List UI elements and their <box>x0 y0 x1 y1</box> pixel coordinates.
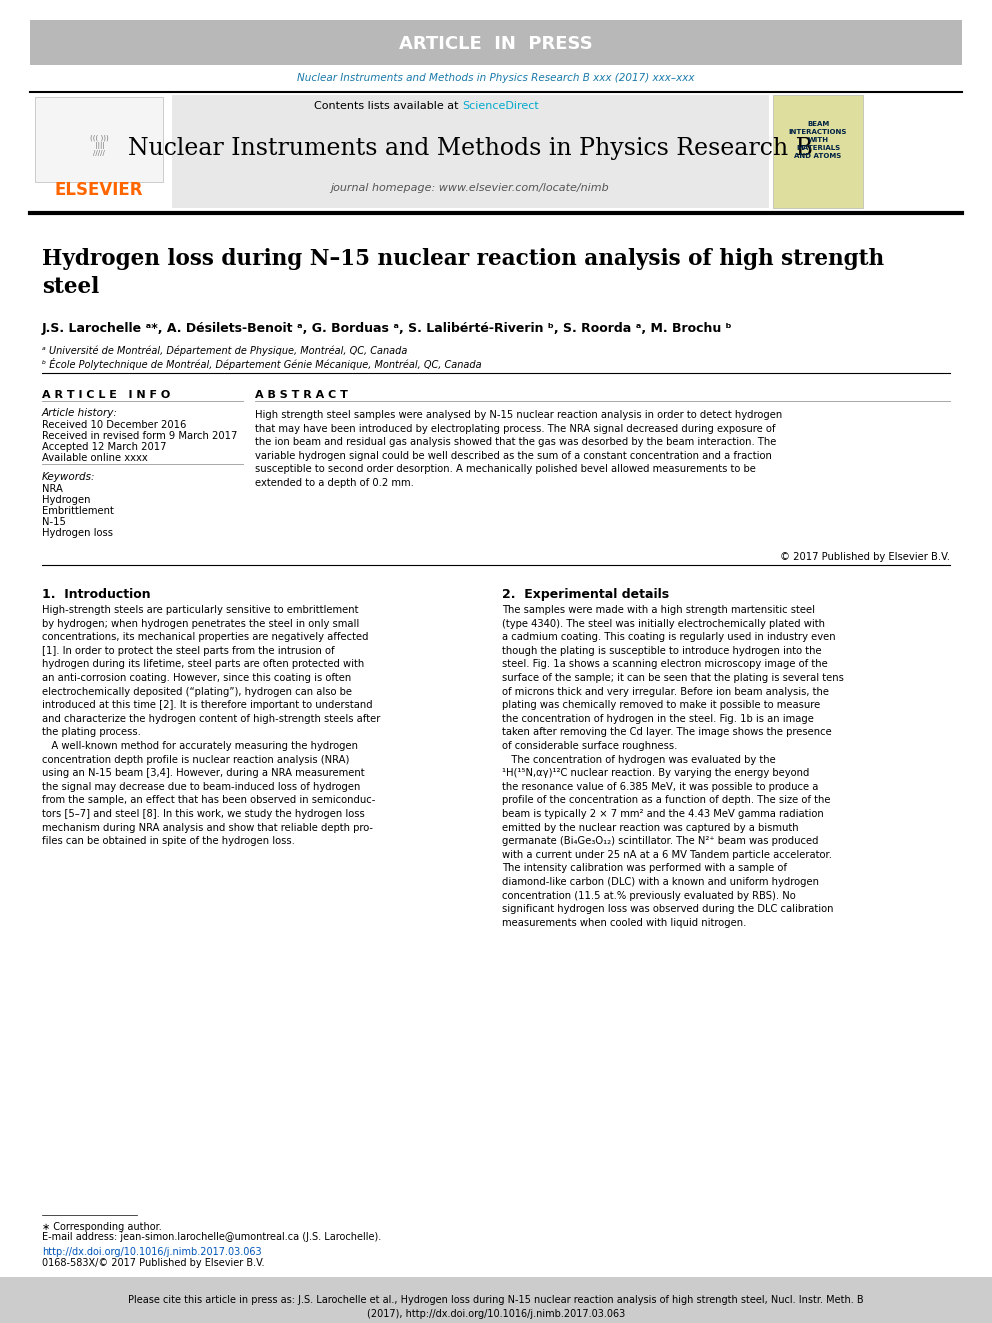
Text: 1.  Introduction: 1. Introduction <box>42 587 151 601</box>
Text: Nuclear Instruments and Methods in Physics Research B: Nuclear Instruments and Methods in Physi… <box>128 136 812 160</box>
Text: © 2017 Published by Elsevier B.V.: © 2017 Published by Elsevier B.V. <box>780 552 950 562</box>
Text: A R T I C L E   I N F O: A R T I C L E I N F O <box>42 390 171 400</box>
Text: ((( )))
 ||||
/////: ((( ))) |||| ///// <box>89 134 108 156</box>
FancyBboxPatch shape <box>35 97 163 183</box>
Text: Accepted 12 March 2017: Accepted 12 March 2017 <box>42 442 167 452</box>
Text: High strength steel samples were analysed by N-15 nuclear reaction analysis in o: High strength steel samples were analyse… <box>255 410 783 488</box>
Text: ARTICLE  IN  PRESS: ARTICLE IN PRESS <box>399 34 593 53</box>
Text: ᵃ Université de Montréal, Département de Physique, Montréal, QC, Canada: ᵃ Université de Montréal, Département de… <box>42 347 408 356</box>
Text: ELSEVIER: ELSEVIER <box>55 181 143 198</box>
Text: ∗ Corresponding author.: ∗ Corresponding author. <box>42 1222 162 1232</box>
Text: Nuclear Instruments and Methods in Physics Research B xxx (2017) xxx–xxx: Nuclear Instruments and Methods in Physi… <box>298 73 694 83</box>
Text: journal homepage: www.elsevier.com/locate/nimb: journal homepage: www.elsevier.com/locat… <box>330 183 609 193</box>
Text: Embrittlement: Embrittlement <box>42 505 114 516</box>
Text: The samples were made with a high strength martensitic steel
(type 4340). The st: The samples were made with a high streng… <box>502 605 844 927</box>
FancyBboxPatch shape <box>172 95 769 208</box>
Text: ScienceDirect: ScienceDirect <box>462 101 539 111</box>
Text: Available online xxxx: Available online xxxx <box>42 452 148 463</box>
Text: J.S. Larochelle ᵃ*, A. Désilets-Benoit ᵃ, G. Borduas ᵃ, S. Lalibérté-Riverin ᵇ, : J.S. Larochelle ᵃ*, A. Désilets-Benoit ᵃ… <box>42 321 733 335</box>
Text: Contents lists available at: Contents lists available at <box>314 101 462 111</box>
Text: http://dx.doi.org/10.1016/j.nimb.2017.03.063: http://dx.doi.org/10.1016/j.nimb.2017.03… <box>42 1248 262 1257</box>
Text: Article history:: Article history: <box>42 407 118 418</box>
Text: 2.  Experimental details: 2. Experimental details <box>502 587 670 601</box>
Text: A B S T R A C T: A B S T R A C T <box>255 390 348 400</box>
Text: Please cite this article in press as: J.S. Larochelle et al., Hydrogen loss duri: Please cite this article in press as: J.… <box>128 1295 864 1319</box>
Text: Hydrogen loss during N–15 nuclear reaction analysis of high strength
steel: Hydrogen loss during N–15 nuclear reacti… <box>42 247 884 298</box>
Text: Hydrogen: Hydrogen <box>42 495 90 505</box>
Text: E-mail address: jean-simon.larochelle@umontreal.ca (J.S. Larochelle).: E-mail address: jean-simon.larochelle@um… <box>42 1232 381 1242</box>
Text: N-15: N-15 <box>42 517 65 527</box>
Text: Keywords:: Keywords: <box>42 472 95 482</box>
Text: Received in revised form 9 March 2017: Received in revised form 9 March 2017 <box>42 431 237 441</box>
Text: High-strength steels are particularly sensitive to embrittlement
by hydrogen; wh: High-strength steels are particularly se… <box>42 605 380 847</box>
FancyBboxPatch shape <box>773 95 863 208</box>
Text: NRA: NRA <box>42 484 62 493</box>
Text: Hydrogen loss: Hydrogen loss <box>42 528 113 538</box>
Text: 0168-583X/© 2017 Published by Elsevier B.V.: 0168-583X/© 2017 Published by Elsevier B… <box>42 1258 265 1267</box>
FancyBboxPatch shape <box>0 1277 992 1323</box>
FancyBboxPatch shape <box>30 20 962 65</box>
Text: ᵇ École Polytechnique de Montréal, Département Génie Mécanique, Montréal, QC, Ca: ᵇ École Polytechnique de Montréal, Dépar… <box>42 359 482 370</box>
Text: BEAM
INTERACTIONS
WITH
MATERIALS
AND ATOMS: BEAM INTERACTIONS WITH MATERIALS AND ATO… <box>789 120 847 159</box>
Text: Received 10 December 2016: Received 10 December 2016 <box>42 419 186 430</box>
